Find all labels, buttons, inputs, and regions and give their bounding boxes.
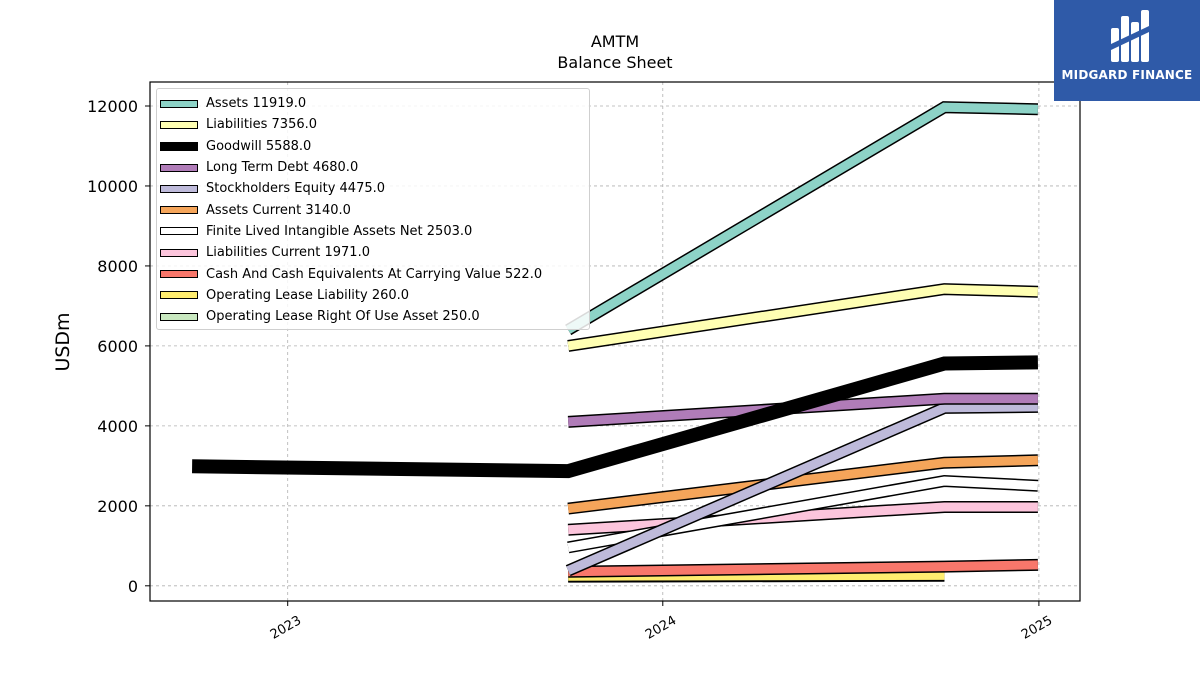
series-line bbox=[565, 102, 1038, 334]
plot-frame bbox=[149, 81, 1081, 602]
legend-swatch bbox=[160, 270, 198, 279]
legend-swatch bbox=[160, 227, 198, 236]
legend-label: Liabilities 7356.0 bbox=[206, 117, 318, 133]
legend-item: Stockholders Equity 4475.0 bbox=[157, 178, 589, 199]
series-line-outline bbox=[565, 400, 1038, 577]
y-tick-label: 8000 bbox=[97, 257, 138, 276]
legend-swatch bbox=[160, 312, 198, 321]
legend-swatch bbox=[160, 120, 198, 129]
legend-swatch bbox=[160, 163, 198, 172]
y-tick-label: 0 bbox=[128, 577, 138, 596]
legend-label: Stockholders Equity 4475.0 bbox=[206, 181, 386, 197]
legend-label: Operating Lease Right Of Use Asset 250.0 bbox=[206, 309, 480, 325]
chart-title: AMTM bbox=[591, 32, 639, 51]
legend-item: Operating Lease Liability 260.0 bbox=[157, 285, 589, 306]
chart-subtitle: Balance Sheet bbox=[557, 53, 672, 72]
series-line bbox=[567, 284, 1039, 351]
legend-label: Finite Lived Intangible Assets Net 2503.… bbox=[206, 223, 473, 239]
legend-label: Assets Current 3140.0 bbox=[206, 202, 351, 218]
legend-swatch bbox=[160, 141, 198, 151]
legend-swatch bbox=[160, 99, 198, 108]
legend-swatch bbox=[160, 248, 198, 257]
legend-item: Liabilities 7356.0 bbox=[157, 114, 589, 135]
legend-item: Goodwill 5588.0 bbox=[157, 136, 589, 157]
series-line bbox=[566, 402, 1038, 575]
logo-mark-icon bbox=[1111, 10, 1149, 62]
legend-item: Long Term Debt 4680.0 bbox=[157, 157, 589, 178]
legend-swatch bbox=[160, 206, 198, 215]
series-lines bbox=[192, 101, 1039, 583]
legend-item: Finite Lived Intangible Assets Net 2503.… bbox=[157, 221, 589, 242]
y-tick-label: 4000 bbox=[97, 417, 138, 436]
x-tick-label: 2023 bbox=[268, 613, 304, 643]
y-tick-label: 2000 bbox=[97, 497, 138, 516]
legend-label: Operating Lease Liability 260.0 bbox=[206, 287, 410, 303]
legend-label: Assets 11919.0 bbox=[206, 96, 307, 112]
y-tick-label: 10000 bbox=[87, 177, 138, 196]
legend-swatch bbox=[160, 291, 198, 300]
legend-item: Liabilities Current 1971.0 bbox=[157, 242, 589, 263]
series-line bbox=[567, 455, 1039, 514]
legend-item: Assets 11919.0 bbox=[157, 93, 589, 114]
legend: Assets 11919.0 Liabilities 7356.0 Goodwill… bbox=[156, 88, 590, 331]
series-line bbox=[568, 560, 1038, 577]
legend-label: Cash And Cash Equivalents At Carrying Va… bbox=[206, 266, 543, 282]
legend-item: Assets Current 3140.0 bbox=[157, 199, 589, 220]
legend-label: Liabilities Current 1971.0 bbox=[206, 245, 370, 261]
y-tick-label: 12000 bbox=[87, 97, 138, 116]
legend-label: Goodwill 5588.0 bbox=[206, 138, 312, 154]
x-tick-label: 2025 bbox=[1019, 613, 1055, 643]
x-tick-label: 2024 bbox=[643, 613, 679, 643]
legend-item: Operating Lease Right Of Use Asset 250.0 bbox=[157, 306, 589, 327]
legend-item: Cash And Cash Equivalents At Carrying Va… bbox=[157, 263, 589, 284]
series-line-outline bbox=[192, 355, 1038, 479]
y-axis-label: USDm bbox=[52, 312, 74, 371]
series-line bbox=[567, 476, 1039, 552]
logo: MIDGARD FINANCE bbox=[1054, 0, 1200, 101]
logo-text: MIDGARD FINANCE bbox=[1061, 68, 1193, 82]
y-tick-label: 6000 bbox=[97, 337, 138, 356]
legend-swatch bbox=[160, 184, 198, 193]
legend-label: Long Term Debt 4680.0 bbox=[206, 160, 359, 176]
series-line bbox=[567, 394, 1038, 427]
series-line-outline bbox=[565, 101, 1039, 336]
